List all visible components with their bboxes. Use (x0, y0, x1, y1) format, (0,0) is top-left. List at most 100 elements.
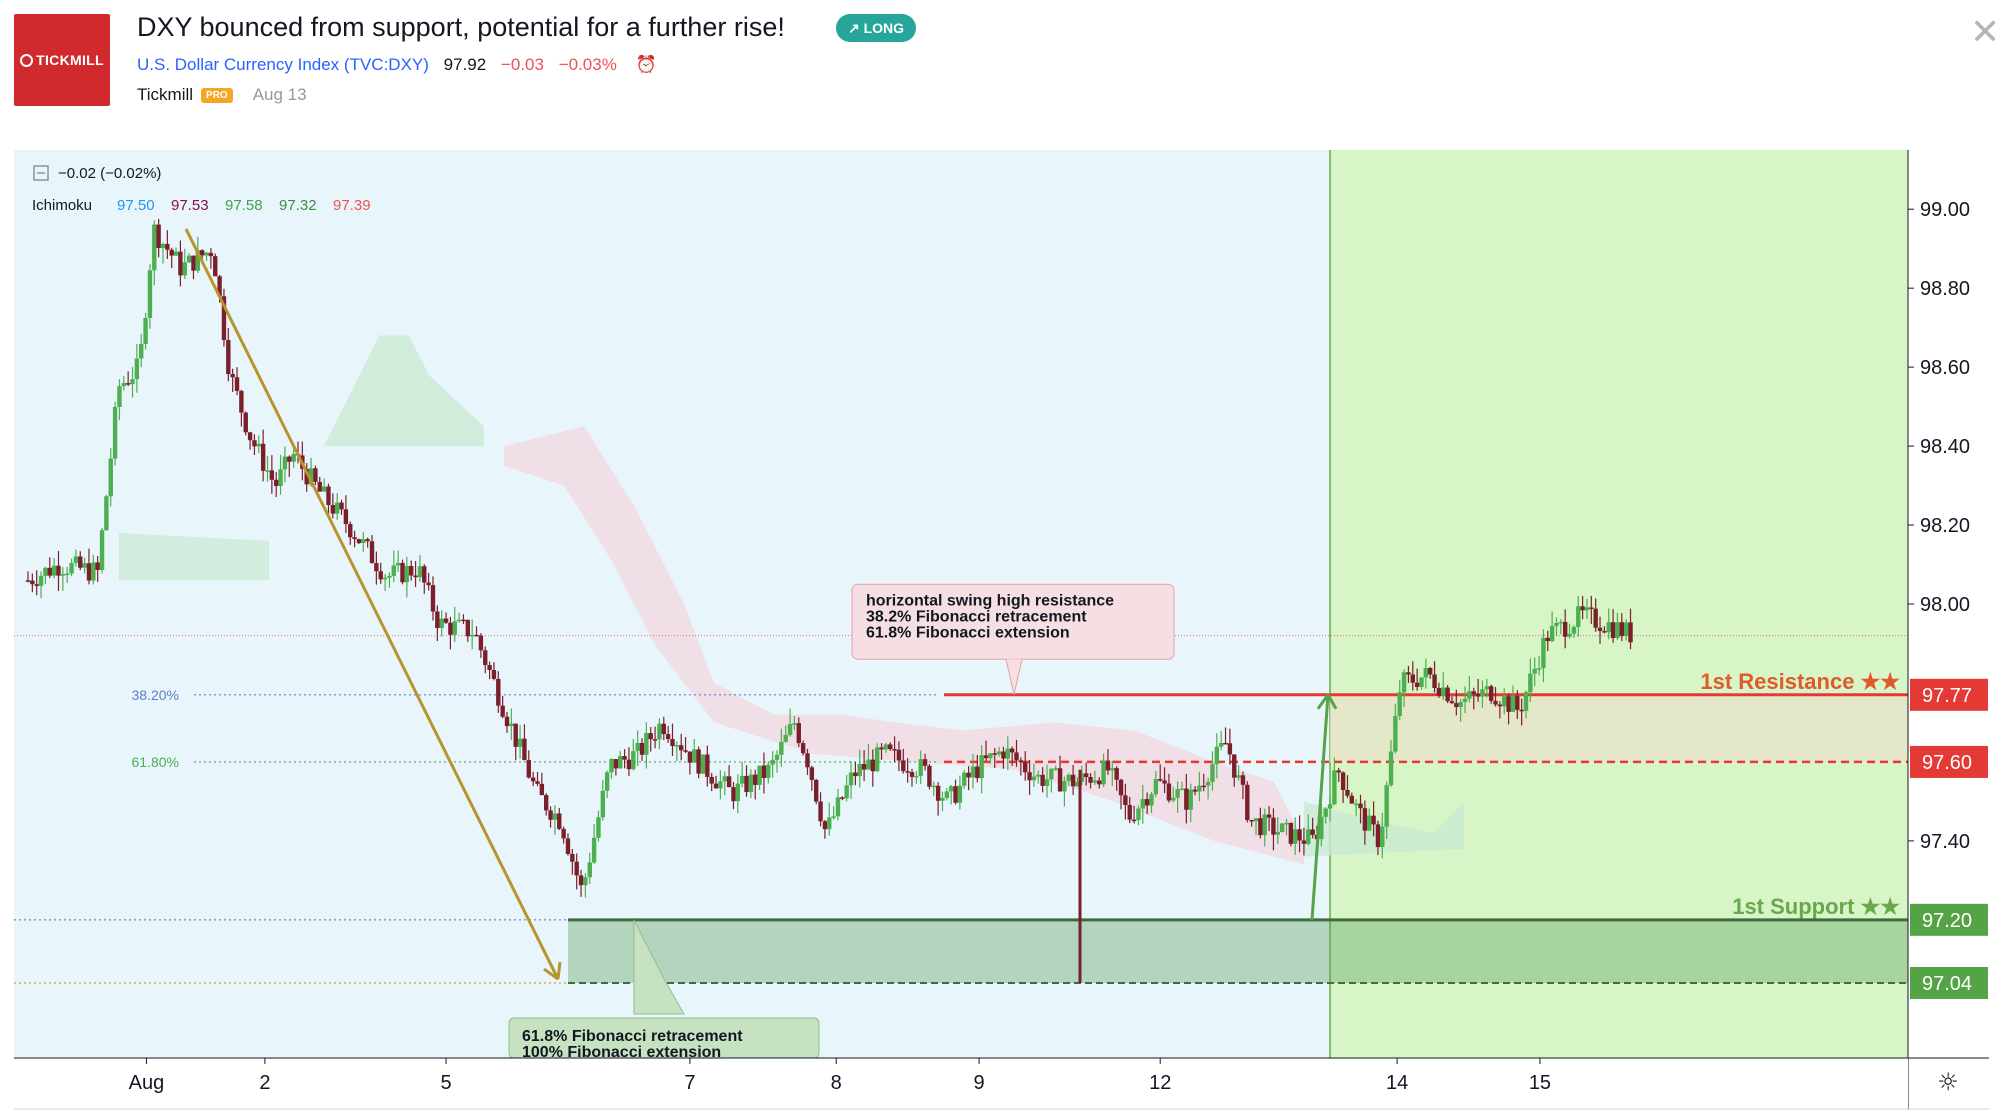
candle-body (979, 755, 984, 779)
candle-body (935, 785, 941, 801)
candle-body (191, 255, 196, 271)
candle-body (1097, 780, 1102, 785)
candle-body (435, 611, 440, 629)
candle-body (1619, 622, 1625, 637)
candle-body (400, 562, 405, 583)
candle-body (757, 765, 762, 785)
candle-body (1018, 760, 1024, 763)
candle-body (1184, 788, 1189, 810)
candle-body (439, 618, 444, 629)
candle-body (387, 575, 392, 578)
candle-body (1488, 686, 1494, 701)
candle-body (1205, 781, 1211, 786)
candle-body (1092, 780, 1098, 783)
candle-body (901, 760, 906, 772)
candle-body (557, 813, 562, 829)
price-tick-label: 98.40 (1920, 436, 1970, 458)
candle-body (73, 556, 79, 563)
candle-body (853, 772, 858, 777)
candle-body (1114, 768, 1119, 780)
support-callout-line: 100% Fibonacci extension (522, 1044, 721, 1061)
candle-body (256, 443, 261, 447)
candle-body (365, 539, 370, 542)
candle-body (966, 772, 971, 778)
tickmill-logo[interactable]: TICKMILL (14, 14, 110, 106)
alarm-clock-icon[interactable]: ⏰ (635, 55, 657, 74)
symbol-ticker-link[interactable]: (TVC:DXY) (343, 55, 429, 74)
candle-body (587, 862, 592, 878)
price-change-percent: −0.03% (558, 55, 617, 74)
candle-body (962, 772, 967, 786)
candle-body (474, 634, 479, 637)
pro-badge: PRO (201, 88, 233, 104)
candle-body (848, 772, 854, 786)
candle-body (631, 751, 636, 770)
candle-body (1414, 682, 1420, 687)
candle-body (548, 810, 553, 820)
candle-body (1410, 674, 1415, 683)
legend-change: −0.02 (−0.02%) (58, 165, 161, 182)
candle-body (665, 734, 671, 740)
candle-body (139, 343, 144, 359)
candle-body (1375, 824, 1381, 848)
candle-body (204, 252, 209, 256)
candle-body (1576, 606, 1581, 627)
candle-body (696, 749, 701, 774)
candle-body (334, 502, 340, 514)
candle-body (578, 875, 584, 886)
up-arrow (1310, 694, 1330, 920)
candle-body (147, 270, 153, 318)
candle-body (1040, 774, 1045, 786)
candle-body (182, 262, 187, 276)
price-chart[interactable]: 38.20% 61.80% horizontal swing high resist… (14, 150, 1989, 1110)
candle-body (1258, 818, 1263, 836)
candle-body (1571, 626, 1577, 634)
candle-body (565, 838, 571, 854)
candle-body (86, 563, 92, 581)
publish-date: Aug 13 (252, 85, 307, 104)
settings-gear-icon[interactable]: ☼ (1937, 1068, 1959, 1096)
candle-body (1454, 703, 1459, 708)
candle-body (1136, 808, 1141, 820)
candle-body (1266, 814, 1272, 818)
candle-body (1327, 804, 1333, 809)
candle-body (43, 567, 48, 576)
candle-body (1036, 774, 1041, 777)
candle-body (1158, 779, 1163, 781)
candle-body (753, 774, 758, 785)
candle-body (291, 453, 296, 462)
candle-body (1118, 779, 1124, 796)
candle-body (287, 456, 292, 462)
candle-body (130, 379, 135, 385)
candle-body (30, 580, 35, 585)
resistance-level-name: 1st Resistance ★★ (1700, 669, 1900, 694)
candle-body (526, 760, 531, 778)
candle-body (1319, 816, 1324, 840)
candle-body (1358, 803, 1363, 809)
candle-body (422, 566, 427, 583)
candle-body (822, 821, 828, 830)
fib-label: 61.80% (132, 754, 179, 770)
close-icon[interactable]: ✕ (1970, 11, 2001, 52)
candle-body (1336, 770, 1341, 773)
candle-body (1262, 814, 1267, 836)
candle-body (51, 565, 57, 576)
candle-body (247, 432, 253, 441)
candle-body (574, 861, 579, 876)
candle-body (1066, 774, 1071, 782)
candle-body (304, 468, 309, 485)
candle-body (278, 469, 283, 486)
candle-body (395, 562, 401, 566)
author-name[interactable]: Tickmill (137, 85, 194, 104)
price-tick-label: 99.00 (1920, 199, 1970, 221)
candle-body (343, 509, 349, 525)
candle-body (914, 775, 919, 778)
candle-body (1001, 751, 1006, 759)
candle-body (835, 797, 841, 817)
candle-body (352, 537, 357, 540)
candle-body (896, 749, 902, 761)
candle-body (60, 574, 66, 576)
time-tick-label: Aug (129, 1072, 165, 1094)
symbol-name-link[interactable]: U.S. Dollar Currency Index (137, 55, 340, 74)
candle-body (1197, 785, 1202, 792)
